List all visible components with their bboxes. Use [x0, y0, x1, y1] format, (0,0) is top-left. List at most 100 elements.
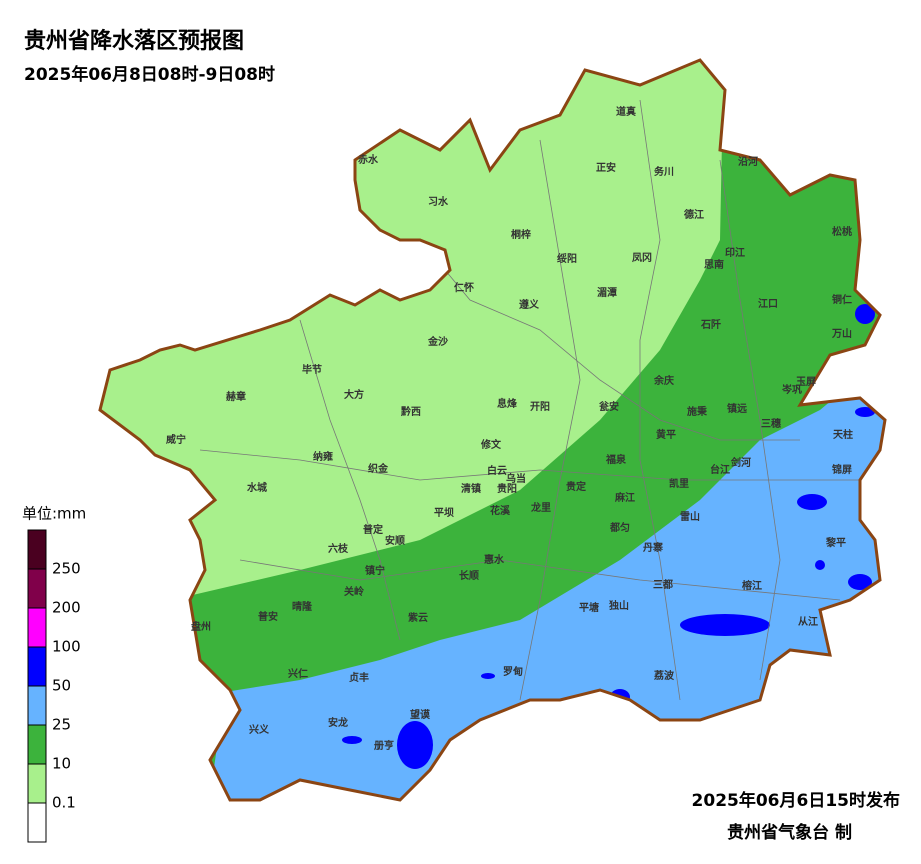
county-label: 遵义 — [519, 298, 540, 311]
county-label: 开阳 — [530, 401, 550, 413]
county-label: 绥阳 — [557, 252, 577, 265]
county-label: 花溪 — [490, 504, 511, 517]
county-label: 白云 — [487, 464, 507, 477]
county-label: 思南 — [704, 258, 724, 271]
county-label: 金沙 — [427, 335, 448, 348]
county-label: 水城 — [246, 481, 267, 494]
county-label: 毕节 — [302, 363, 322, 376]
county-label: 三都 — [653, 578, 673, 591]
legend-swatch — [27, 607, 47, 648]
county-label: 榕江 — [742, 579, 762, 592]
county-label: 清镇 — [461, 482, 481, 495]
county-label: 黔西 — [401, 405, 421, 418]
county-label: 锦屏 — [832, 463, 852, 476]
county-label: 关岭 — [344, 585, 364, 598]
legend-label: 250 — [52, 560, 81, 578]
legend-swatch — [27, 646, 47, 687]
county-label: 修文 — [480, 438, 502, 451]
county-borders — [199, 99, 860, 701]
county-label: 大方 — [344, 388, 364, 401]
legend-label: 200 — [52, 599, 81, 617]
county-label: 印江 — [725, 246, 745, 259]
legend-swatch — [27, 724, 47, 765]
county-label: 安顺 — [385, 534, 405, 547]
county-label: 正安 — [596, 161, 616, 174]
county-label: 赤水 — [358, 153, 379, 166]
county-label: 仁怀 — [454, 281, 474, 294]
county-label: 紫云 — [408, 611, 428, 624]
county-label: 贞丰 — [349, 671, 369, 684]
county-label: 湄潭 — [597, 286, 617, 299]
county-label: 三穗 — [761, 417, 781, 430]
legend-label: 10 — [52, 755, 71, 773]
county-label: 纳雍 — [313, 450, 333, 463]
issue-time: 2025年06月6日15时发布 — [692, 790, 900, 811]
legend-swatch — [27, 529, 47, 570]
county-label: 都匀 — [609, 521, 630, 534]
county-label: 黎平 — [826, 536, 846, 549]
county-label: 六枝 — [328, 542, 349, 555]
county-label: 松桃 — [832, 225, 852, 238]
county-label: 剑河 — [730, 456, 751, 469]
county-label: 从江 — [798, 615, 818, 628]
county-label: 万山 — [831, 327, 852, 340]
county-label: 黄平 — [656, 428, 676, 441]
county-label: 息烽 — [497, 397, 518, 410]
legend-label: 50 — [52, 677, 71, 695]
county-label: 务川 — [654, 165, 674, 178]
county-label: 江口 — [758, 297, 778, 310]
legend-swatch — [27, 568, 47, 609]
county-label: 贵定 — [566, 480, 586, 493]
county-label: 凤冈 — [632, 252, 652, 264]
county-label: 道真 — [616, 105, 636, 118]
county-label: 施秉 — [687, 405, 708, 418]
county-label: 独山 — [609, 599, 629, 612]
county-label: 兴仁 — [288, 667, 308, 680]
county-label: 龙里 — [530, 501, 551, 514]
county-label: 瓮安 — [599, 400, 619, 413]
county-label: 普安 — [258, 610, 278, 623]
county-label: 余庆 — [653, 374, 674, 387]
county-label: 凯里 — [669, 477, 689, 490]
county-label: 天柱 — [833, 428, 853, 441]
county-label: 石阡 — [700, 318, 721, 331]
county-label: 赫章 — [226, 390, 246, 403]
county-label: 麻江 — [614, 491, 635, 504]
county-label: 镇宁 — [365, 564, 385, 577]
county-label: 玉屏 — [796, 376, 816, 388]
legend-swatch — [27, 802, 47, 843]
county-label: 雷山 — [680, 510, 700, 523]
county-label: 德江 — [683, 208, 704, 221]
legend-swatch — [27, 763, 47, 804]
legend-label: 100 — [52, 638, 81, 656]
county-label: 丹寨 — [643, 541, 663, 554]
county-label: 习水 — [428, 195, 449, 208]
county-label: 惠水 — [484, 553, 505, 566]
county-label: 罗甸 — [503, 665, 523, 678]
county-label: 镇远 — [727, 402, 747, 415]
county-label: 桐梓 — [511, 228, 531, 241]
county-label: 安龙 — [328, 716, 348, 729]
county-label: 长顺 — [459, 569, 479, 582]
county-label: 平塘 — [579, 601, 599, 614]
county-label: 贵阳 — [497, 482, 517, 495]
county-label: 荔波 — [653, 669, 675, 682]
agency: 贵州省气象台 制 — [727, 822, 852, 843]
county-label: 沿河 — [738, 155, 758, 168]
county-label: 望谟 — [410, 708, 431, 721]
county-label: 岑巩 — [781, 383, 802, 396]
county-label: 织金 — [368, 462, 389, 475]
county-label: 乌当 — [506, 472, 526, 485]
county-label: 铜仁 — [832, 293, 852, 306]
legend-label: 25 — [52, 716, 71, 734]
legend-swatch — [27, 685, 47, 726]
county-label: 平坝 — [434, 506, 454, 519]
legend-unit: 单位:mm — [22, 505, 86, 523]
legend-label: 0.1 — [52, 794, 76, 812]
county-label: 普定 — [363, 523, 383, 536]
county-label: 晴隆 — [292, 600, 313, 613]
county-label: 台江 — [710, 463, 730, 476]
